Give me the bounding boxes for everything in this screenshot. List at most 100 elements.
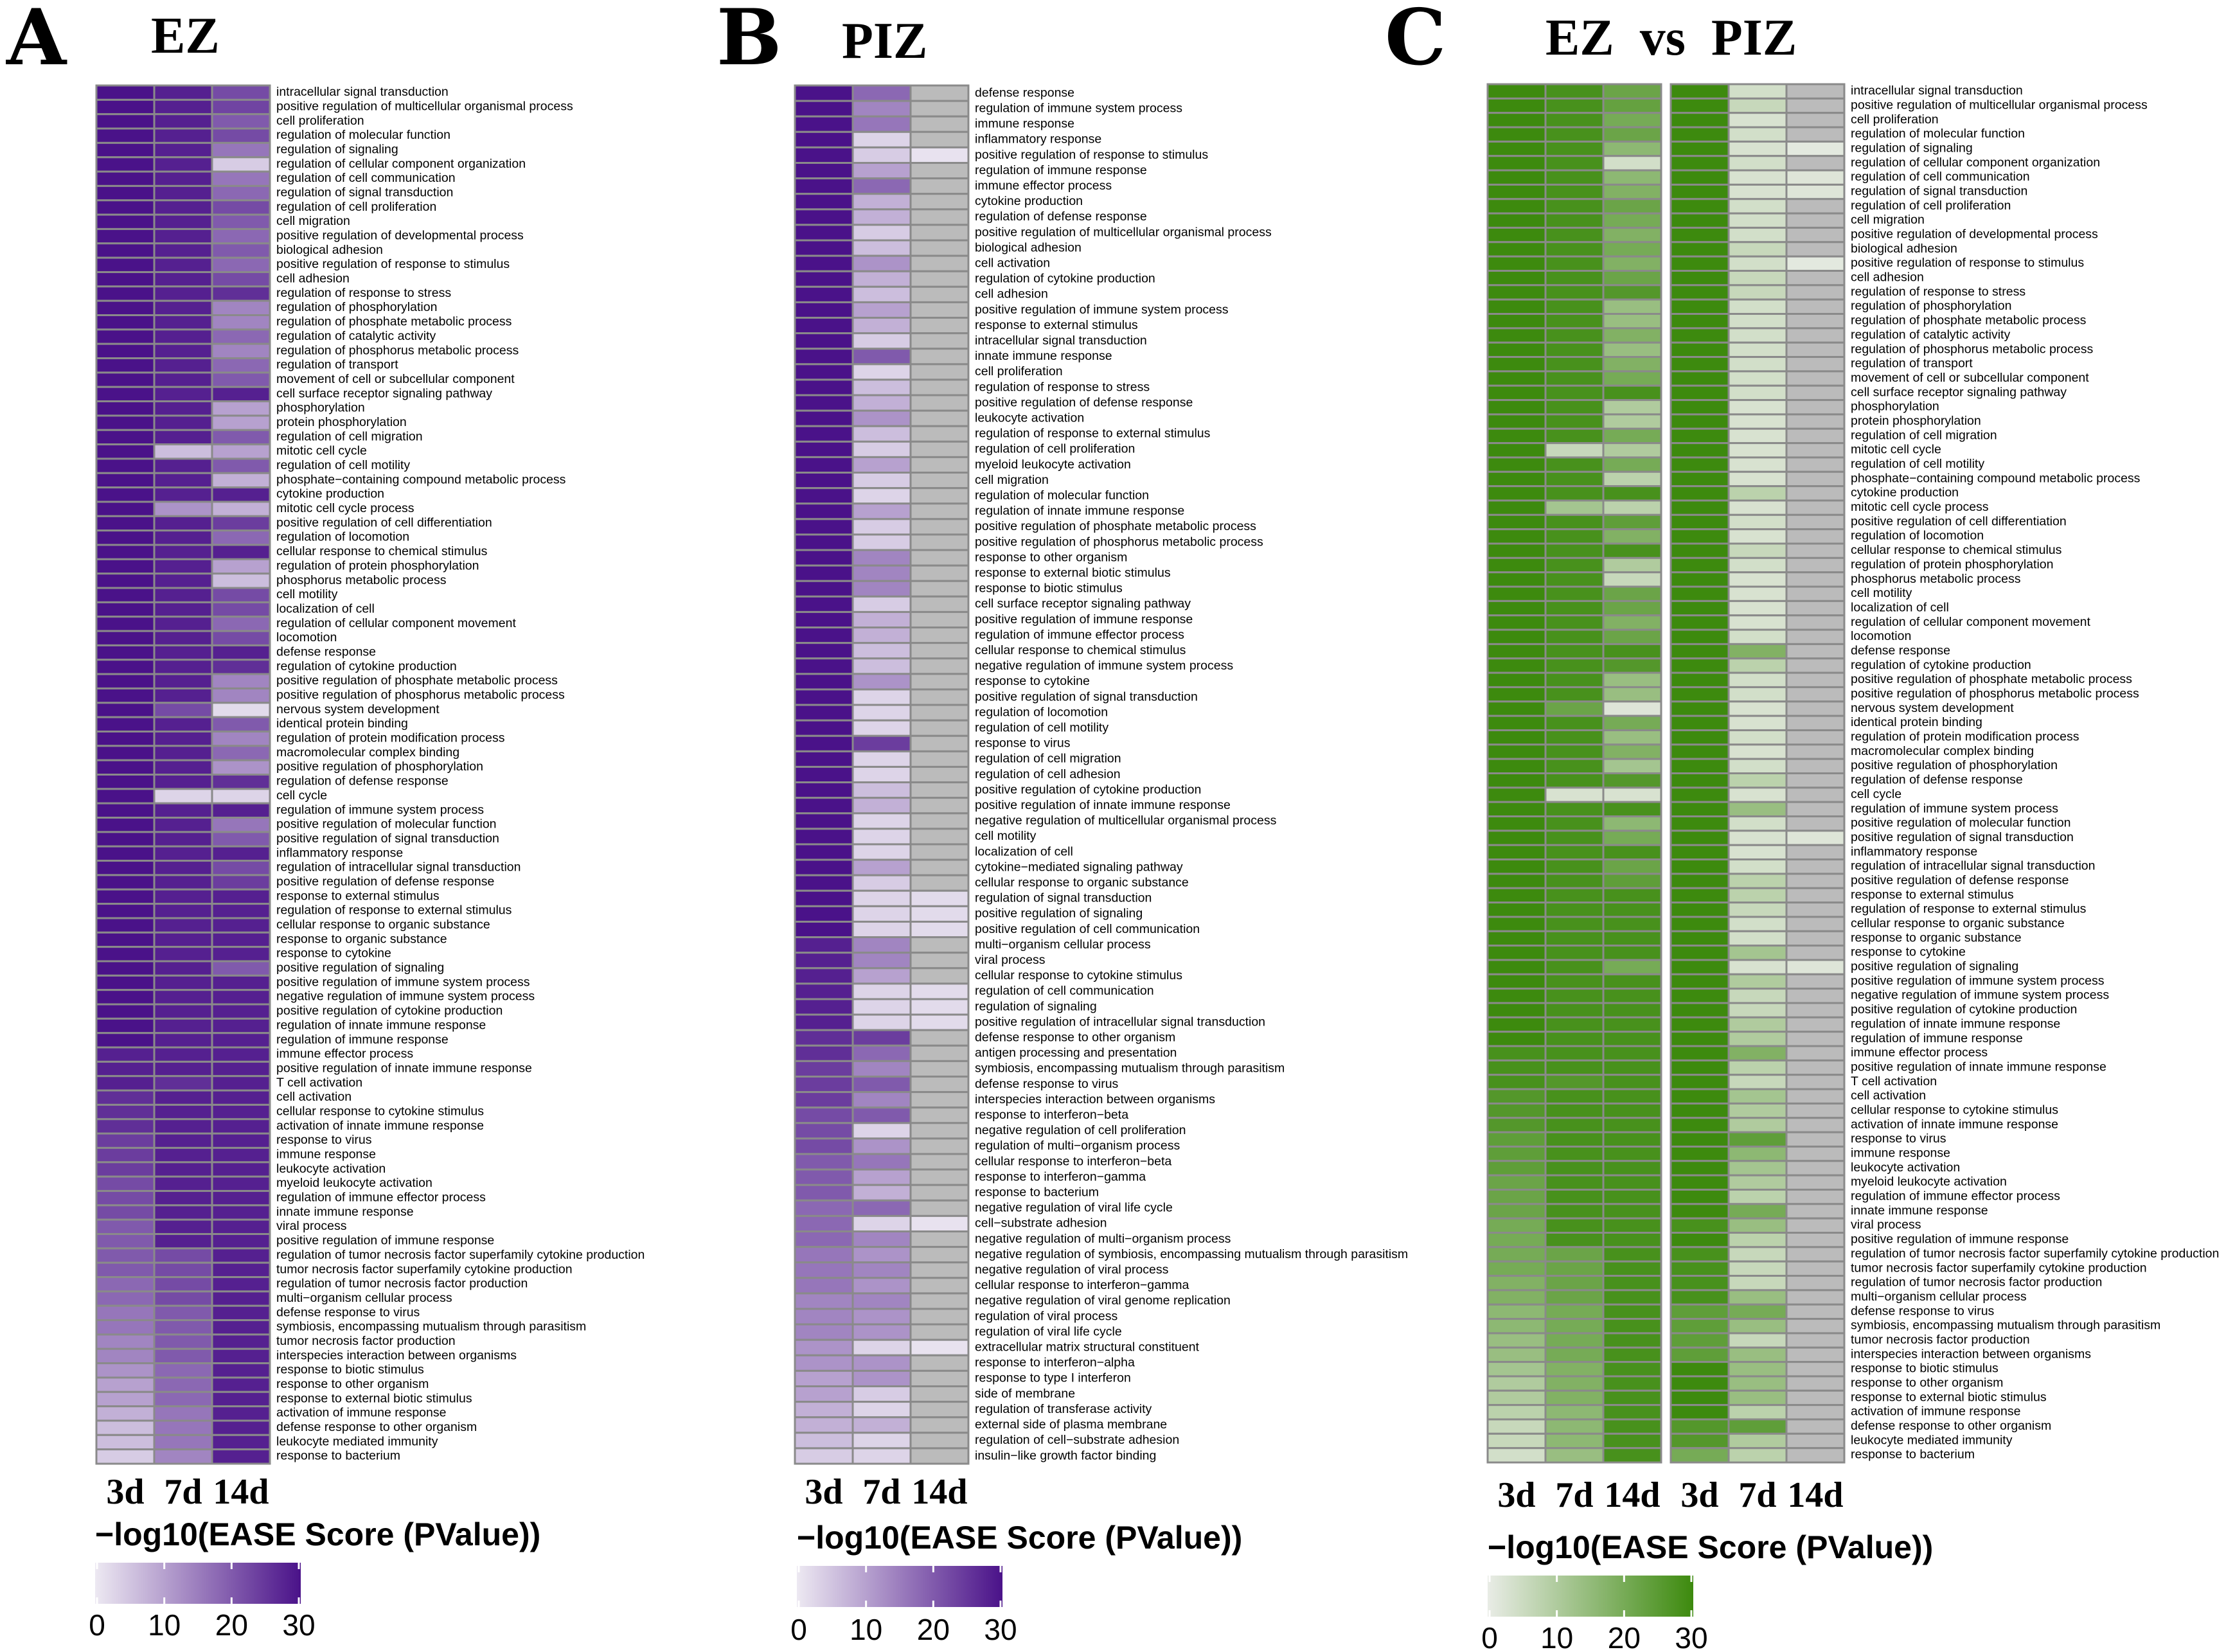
heatmap-cell xyxy=(1602,212,1662,229)
heatmap-cell xyxy=(1602,442,1662,459)
heatmap-cell xyxy=(153,1247,213,1264)
row-label: antigen processing and presentation xyxy=(975,1046,1177,1060)
heatmap-cell xyxy=(211,457,271,474)
heatmap-cell xyxy=(1544,1131,1605,1148)
heatmap-cell xyxy=(794,270,854,288)
heatmap-cell xyxy=(851,409,912,427)
row-label: positive regulation of cell differentiat… xyxy=(1851,514,2067,528)
row-label: positive regulation of phosphorus metabo… xyxy=(276,688,565,702)
heatmap-cell xyxy=(211,1419,271,1436)
heatmap-cell xyxy=(1544,1160,1605,1177)
row-label: defense response to virus xyxy=(1851,1304,1995,1318)
heatmap-cell xyxy=(1670,169,1730,186)
heatmap-cell xyxy=(1602,830,1662,846)
heatmap-cell xyxy=(95,1290,156,1307)
heatmap-cell xyxy=(1670,97,1730,114)
heatmap-cell xyxy=(1727,269,1788,287)
heatmap-cell xyxy=(1486,686,1547,703)
heatmap-cell xyxy=(851,734,912,752)
row-label: response to external stimulus xyxy=(276,889,440,903)
heatmap-cell xyxy=(1785,815,1846,832)
heatmap-cell xyxy=(1785,413,1846,430)
row-label: phosphorus metabolic process xyxy=(1851,572,2021,586)
heatmap-cell xyxy=(153,1017,213,1035)
heatmap-cell xyxy=(909,301,970,319)
heatmap-cell xyxy=(1727,112,1788,129)
row-label: response to organic substance xyxy=(276,932,447,946)
heatmap-cell xyxy=(1486,327,1547,344)
row-label: regulation of immune effector process xyxy=(1851,1189,2060,1203)
column-label: 3d xyxy=(805,1472,842,1512)
heatmap-cell xyxy=(1670,1361,1730,1378)
heatmap-cell xyxy=(1785,442,1846,459)
heatmap-cell xyxy=(1670,1160,1730,1177)
heatmap-cell xyxy=(1785,269,1846,287)
heatmap-cell xyxy=(1727,442,1788,459)
row-label: cell surface receptor signaling pathway xyxy=(1851,385,2067,399)
heatmap-cell xyxy=(211,573,271,589)
heatmap-cell xyxy=(95,256,156,273)
heatmap-cell xyxy=(909,704,970,722)
heatmap-cell xyxy=(851,254,912,272)
heatmap-cell xyxy=(153,644,213,661)
heatmap-cell xyxy=(909,1354,970,1372)
heatmap-cell xyxy=(851,1122,912,1140)
row-label: response to cytokine xyxy=(1851,945,1966,959)
heatmap-cell xyxy=(95,342,156,360)
row-label: cell proliferation xyxy=(975,364,1063,378)
row-label: tumor necrosis factor superfamily cytoki… xyxy=(1851,1261,2147,1275)
heatmap-cell xyxy=(794,1013,854,1031)
heatmap-cell xyxy=(1727,140,1788,157)
row-label: cell motility xyxy=(276,587,338,601)
heatmap-cell xyxy=(153,1304,213,1322)
heatmap-cell xyxy=(1785,1361,1846,1378)
heatmap-cell xyxy=(153,400,213,417)
heatmap-cell xyxy=(1602,614,1662,631)
heatmap-cell xyxy=(1727,729,1788,746)
heatmap-cell xyxy=(1602,1432,1662,1450)
heatmap-cell xyxy=(851,270,912,288)
row-label: mitotic cell cycle xyxy=(1851,443,1941,457)
row-label: multi−organism cellular process xyxy=(276,1291,452,1305)
heatmap-cell xyxy=(1544,427,1605,445)
heatmap-cell xyxy=(211,1448,271,1465)
heatmap-cell xyxy=(794,177,854,195)
heatmap-cell xyxy=(1544,298,1605,315)
heatmap-cell xyxy=(794,1060,854,1078)
heatmap-cell xyxy=(1602,427,1662,445)
row-label: regulation of immune response xyxy=(1851,1031,2023,1045)
row-label: response to external biotic stimulus xyxy=(1851,1390,2047,1404)
row-label: viral process xyxy=(1851,1218,1921,1232)
heatmap-cell xyxy=(1785,1188,1846,1205)
row-label: phosphorus metabolic process xyxy=(276,573,447,587)
heatmap-cell xyxy=(851,301,912,319)
heatmap-cell xyxy=(1486,700,1547,717)
heatmap-cell xyxy=(794,998,854,1016)
column-label: 14d xyxy=(213,1472,269,1512)
heatmap-cell xyxy=(1544,1404,1605,1421)
heatmap-cell xyxy=(1727,1188,1788,1205)
row-label: regulation of cell proliferation xyxy=(1851,199,2011,213)
heatmap-cell xyxy=(95,644,156,661)
heatmap-cell xyxy=(1486,973,1547,990)
heatmap-cell xyxy=(1785,1260,1846,1277)
heatmap-cell xyxy=(1544,973,1605,990)
heatmap-cell xyxy=(1670,370,1730,387)
heatmap-cell xyxy=(851,1044,912,1062)
heatmap-cell xyxy=(95,1032,156,1049)
heatmap-cell xyxy=(794,1230,854,1248)
row-label: negative regulation of cell proliferatio… xyxy=(975,1123,1186,1137)
row-label: regulation of signaling xyxy=(975,999,1097,1013)
heatmap-cell xyxy=(1727,1375,1788,1392)
heatmap-cell xyxy=(95,242,156,259)
heatmap-cell xyxy=(211,1247,271,1264)
heatmap-cell xyxy=(95,931,156,948)
heatmap-cell xyxy=(909,193,970,211)
heatmap-cell xyxy=(1486,858,1547,875)
heatmap-cell xyxy=(153,357,213,374)
heatmap-cell xyxy=(211,1204,271,1221)
heatmap-cell xyxy=(95,141,156,159)
row-label: movement of cell or subcellular componen… xyxy=(1851,371,2089,385)
heatmap-cell xyxy=(1544,183,1605,200)
heatmap-cell xyxy=(851,193,912,211)
